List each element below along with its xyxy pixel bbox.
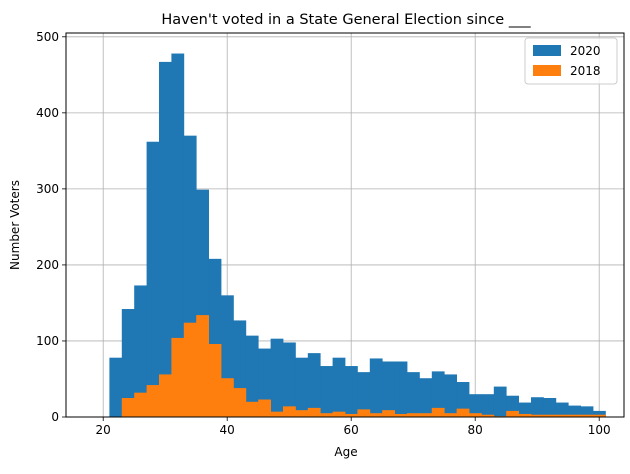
bar-2020 <box>493 386 507 417</box>
bar-2020 <box>431 371 445 417</box>
x-tick-label: 20 <box>96 423 111 437</box>
y-tick-label: 0 <box>51 410 59 424</box>
bar-2020 <box>295 357 309 417</box>
bar-2020 <box>419 378 433 417</box>
bar-2018 <box>543 414 557 417</box>
x-tick-label: 60 <box>344 423 359 437</box>
bar-2020 <box>543 397 557 417</box>
bar-2020 <box>121 309 135 417</box>
bar-2018 <box>121 397 135 417</box>
bar-2018 <box>469 413 482 417</box>
bar-2020 <box>481 394 495 417</box>
x-tick-label: 40 <box>220 423 235 437</box>
x-tick-label: 100 <box>588 423 611 437</box>
x-tick-label: 80 <box>468 423 483 437</box>
y-tick-label: 400 <box>36 106 59 120</box>
bar-2020 <box>580 406 594 417</box>
bar-2018 <box>345 413 358 417</box>
bar-2020 <box>134 285 147 417</box>
bar-2018 <box>233 388 247 417</box>
bar-2018 <box>419 413 433 417</box>
y-axis-label: Number Voters <box>8 180 22 270</box>
bar-2018 <box>369 413 383 417</box>
bar-2018 <box>270 411 284 417</box>
y-tick-label: 100 <box>36 334 59 348</box>
bar-2020 <box>332 357 346 417</box>
bar-2018 <box>394 413 408 417</box>
bar-2018 <box>134 392 147 417</box>
bar-2018 <box>481 414 495 417</box>
bar-2020 <box>382 361 395 417</box>
bar-2020 <box>456 382 470 417</box>
bar-2018 <box>444 413 457 417</box>
bars-layer <box>109 53 606 417</box>
y-tick-label: 200 <box>36 258 59 272</box>
bar-2020 <box>394 361 408 417</box>
bar-2018 <box>283 406 296 417</box>
bar-2020 <box>307 353 321 417</box>
bar-2018 <box>357 409 371 417</box>
bar-2018 <box>555 414 569 417</box>
bar-2020 <box>407 372 420 417</box>
bar-2020 <box>469 394 482 417</box>
bar-2018 <box>258 399 271 417</box>
bar-2020 <box>357 372 371 417</box>
bar-2018 <box>196 315 209 417</box>
legend-swatch-2020 <box>533 45 561 56</box>
bar-2018 <box>407 413 420 417</box>
legend-label-2020: 2020 <box>570 44 601 58</box>
bar-2020 <box>568 405 581 417</box>
bar-2018 <box>593 414 606 417</box>
bar-2018 <box>159 374 172 417</box>
bar-2020 <box>531 397 544 417</box>
bar-2020 <box>320 366 333 417</box>
legend-label-2018: 2018 <box>570 64 601 78</box>
bar-2018 <box>320 413 333 417</box>
y-tick-label: 500 <box>36 30 59 44</box>
legend-swatch-2018 <box>533 65 561 76</box>
bar-2018 <box>171 337 185 417</box>
bar-2018 <box>431 407 445 417</box>
bar-2018 <box>208 344 222 417</box>
bar-2018 <box>568 414 581 417</box>
bar-2018 <box>183 322 197 417</box>
bar-2020 <box>369 358 383 417</box>
bar-2018 <box>245 401 259 417</box>
bar-2020 <box>555 402 569 417</box>
axes-layer: 20 40 60 80 100 0 100 200 300 400 500 <box>36 30 625 437</box>
bar-2020 <box>593 410 606 417</box>
bar-2018 <box>518 413 532 417</box>
bar-2020 <box>171 53 185 417</box>
plot-frame <box>65 32 625 418</box>
bar-2020 <box>109 357 123 417</box>
bar-2020 <box>518 402 532 417</box>
bar-2020 <box>159 61 172 417</box>
chart-title: Haven't voted in a State General Electio… <box>161 12 531 28</box>
bar-2020 <box>270 338 284 417</box>
bar-2020 <box>444 374 457 417</box>
bar-2020 <box>245 335 259 417</box>
bar-2020 <box>146 141 160 417</box>
bar-2018 <box>146 385 160 417</box>
bar-2020 <box>345 366 358 417</box>
bar-2018 <box>531 414 544 417</box>
bar-2018 <box>295 410 309 417</box>
y-tick-label: 300 <box>36 182 59 196</box>
bar-2018 <box>307 407 321 417</box>
x-axis-label: Age <box>334 445 357 459</box>
bar-2018 <box>221 378 234 417</box>
bar-2020 <box>283 342 296 417</box>
bar-2018 <box>580 414 594 417</box>
bar-2018 <box>506 410 519 417</box>
bar-2018 <box>382 410 395 417</box>
bar-2018 <box>332 411 346 417</box>
bar-2018 <box>456 408 470 417</box>
legend: 2020 2018 <box>524 37 618 85</box>
